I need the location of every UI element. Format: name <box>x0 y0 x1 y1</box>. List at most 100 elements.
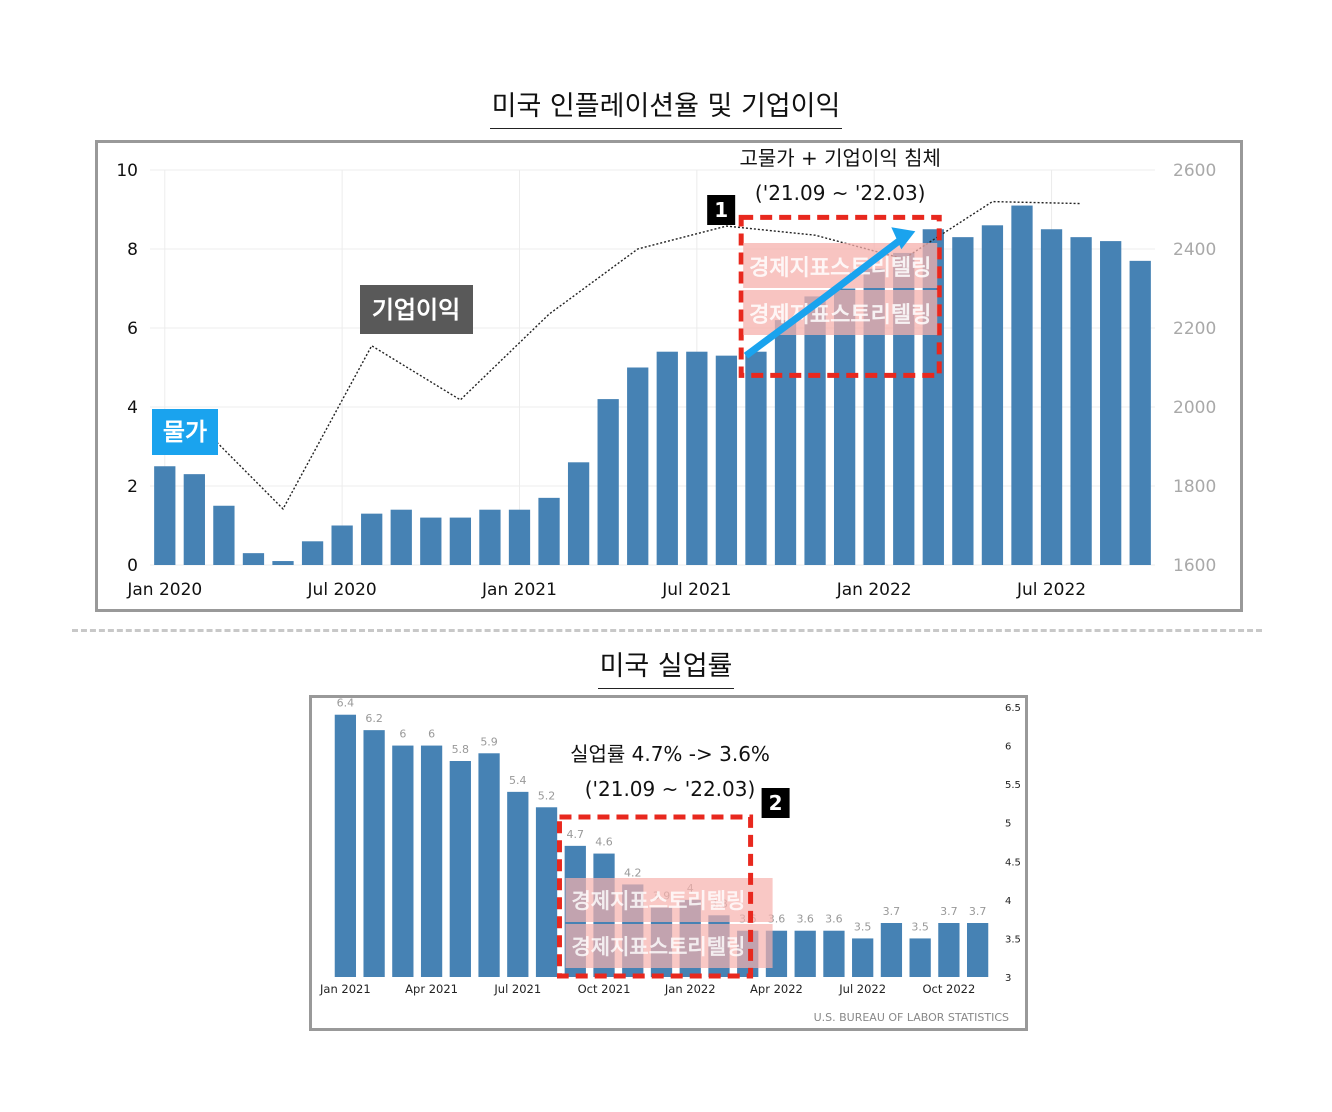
x-tick-label: Jul 2022 <box>1016 580 1086 600</box>
bar-data-label: 6 <box>428 728 435 741</box>
y-tick-label: 4.5 <box>1005 857 1021 868</box>
watermark-text: 경제지표스토리텔링 <box>749 303 931 328</box>
inflation-bar <box>774 320 797 565</box>
watermark-text: 경제지표스토리텔링 <box>749 256 931 281</box>
inflation-bar <box>952 237 974 565</box>
profit-label-box <box>360 285 473 334</box>
trend-arrow-head <box>891 227 916 250</box>
y-left-tick-label: 0 <box>127 556 138 576</box>
inflation-bar <box>833 288 856 565</box>
bar-data-label: 6 <box>399 728 406 741</box>
inflation-bar <box>656 351 678 565</box>
inflation-bar <box>1040 229 1063 565</box>
y-right-tick-label: 2000 <box>1173 398 1216 418</box>
profit-label: 기업이익 <box>372 296 460 324</box>
inflation-bar <box>331 525 353 565</box>
watermark-text: 경제지표스토리텔링 <box>571 935 745 959</box>
inflation-bar <box>183 474 205 565</box>
inflation-bar <box>449 517 472 565</box>
inflation-bar <box>420 517 442 565</box>
inflation-bar <box>272 561 294 565</box>
x-tick-label: Jan 2021 <box>481 580 557 600</box>
bar-data-label: 3.6 <box>796 913 814 926</box>
chart1-frame: 0 2 4 6 8 10 1600 1800 2000 2200 2400 2600 Jan 2020 J… <box>95 140 1243 612</box>
y-tick-label: 4 <box>1005 896 1011 907</box>
bar-data-label: 3.5 <box>854 920 872 933</box>
highlight-box <box>738 214 942 378</box>
y-right-tick-label: 1800 <box>1173 477 1216 497</box>
unemployment-bar <box>420 745 443 977</box>
bar-data-label: 6.4 <box>337 698 355 710</box>
inflation-bar <box>567 462 590 565</box>
inflation-bar <box>538 497 560 565</box>
y-left-tick-label: 2 <box>127 477 138 497</box>
bar-data-label: 5.9 <box>480 735 498 748</box>
unemployment-bar <box>392 745 414 977</box>
highlight-box <box>556 814 754 979</box>
inflation-bar <box>213 505 235 565</box>
trend-arrow <box>743 236 904 359</box>
y-left-tick-label: 4 <box>127 398 138 418</box>
y-tick-label: 3.5 <box>1005 934 1021 945</box>
badge-1-text: 1 <box>714 198 728 222</box>
inflation-bar <box>242 553 265 565</box>
x-tick-label: Jul 2021 <box>661 580 731 600</box>
profit-line <box>193 200 1082 511</box>
bar-data-label: 4.6 <box>595 836 613 849</box>
x-tick-label: Jan 2022 <box>836 580 912 600</box>
price-label: 물가 <box>163 418 207 446</box>
inflation-bar <box>301 541 324 565</box>
inflation-bar <box>1100 241 1122 565</box>
note-line-1: 실업률 4.7% -> 3.6% <box>570 742 770 766</box>
source-label: U.S. BUREAU OF LABOR STATISTICS <box>814 1011 1009 1024</box>
inflation-bar <box>361 513 383 565</box>
unemployment-bar <box>823 930 845 977</box>
bar-data-label: 5.2 <box>538 789 556 802</box>
inflation-bar <box>390 509 412 565</box>
x-tick-label: Jul 2022 <box>838 982 886 996</box>
chart1-title: 미국 인플레이션율 및 기업이익 <box>0 84 1332 129</box>
chart2-frame: 3 3.5 4 4.5 5 5.5 6 6.5 6.4 6.2 6 6 5.8 5.9 5.4 5.2 4.7 4… <box>309 695 1028 1031</box>
y-right-tick-label: 1600 <box>1173 556 1216 576</box>
x-tick-label: Oct 2022 <box>922 982 975 996</box>
chart2-title: 미국 실업률 <box>0 644 1332 689</box>
bar-data-label: 3.7 <box>940 905 958 918</box>
inflation-bar <box>508 509 531 565</box>
bar-data-label: 5.8 <box>452 743 470 756</box>
inflation-bar <box>981 225 1004 566</box>
inflation-bar <box>1070 237 1092 565</box>
inflation-bar <box>804 296 826 565</box>
unemployment-bar <box>535 807 558 977</box>
bar-data-label: 3.6 <box>825 913 843 926</box>
inflation-bar <box>1011 205 1033 566</box>
bar-data-label: 6.2 <box>365 712 383 725</box>
y-right-tick-label: 2400 <box>1173 240 1216 260</box>
unemployment-bar <box>507 791 529 977</box>
badge-2 <box>761 788 790 818</box>
bar-data-label: 3.7 <box>969 905 987 918</box>
inflation-profit-chart: 0 2 4 6 8 10 1600 1800 2000 2200 2400 2600 Jan 2020 J… <box>116 146 1216 600</box>
unemployment-bar <box>449 761 471 977</box>
unemployment-bar <box>794 930 816 977</box>
unemployment-bar <box>852 938 874 977</box>
inflation-bar <box>745 351 767 565</box>
badge-2-text: 2 <box>769 791 783 815</box>
unemployment-bar <box>334 714 357 977</box>
y-left-tick-label: 10 <box>116 161 138 181</box>
inflation-bar <box>715 355 738 565</box>
y-tick-label: 3 <box>1005 973 1011 984</box>
bar-data-label: 5.4 <box>509 774 526 787</box>
note-line-2: ('21.09 ~ '22.03) <box>585 777 756 801</box>
y-left-tick-label: 6 <box>127 319 138 339</box>
inflation-bar <box>863 268 885 565</box>
y-tick-label: 5.5 <box>1005 780 1021 791</box>
watermark-box <box>565 878 773 922</box>
unemployment-bar <box>478 753 500 977</box>
bar-data-label: 3.5 <box>911 920 929 933</box>
x-tick-label: Jul 2021 <box>493 982 541 996</box>
inflation-bar <box>627 367 649 565</box>
section-divider <box>72 629 1262 632</box>
inflation-bar <box>1129 260 1151 565</box>
unemployment-bar <box>966 923 989 977</box>
watermark-text: 경제지표스토리텔링 <box>571 889 745 913</box>
